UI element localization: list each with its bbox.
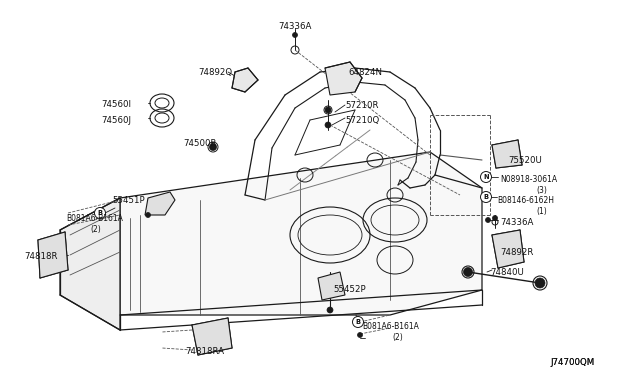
Text: 74818RA: 74818RA	[185, 347, 224, 356]
Polygon shape	[325, 62, 362, 95]
Polygon shape	[232, 68, 258, 92]
Text: (3): (3)	[536, 186, 547, 195]
Text: 57210Q: 57210Q	[345, 116, 380, 125]
Text: J74700QM: J74700QM	[551, 358, 595, 367]
Text: J74700QM: J74700QM	[551, 358, 595, 367]
Ellipse shape	[486, 218, 490, 222]
Ellipse shape	[325, 122, 331, 128]
Text: 75520U: 75520U	[508, 156, 542, 165]
Text: B: B	[483, 194, 488, 200]
Polygon shape	[318, 272, 345, 300]
Text: 74336A: 74336A	[500, 218, 533, 227]
Text: (1): (1)	[536, 207, 547, 216]
Ellipse shape	[481, 192, 492, 202]
Text: 74818R: 74818R	[24, 252, 58, 261]
Polygon shape	[120, 152, 482, 315]
Text: 74560I: 74560I	[101, 100, 131, 109]
Polygon shape	[192, 318, 232, 355]
Text: 64824N: 64824N	[348, 68, 382, 77]
Ellipse shape	[327, 307, 333, 313]
Ellipse shape	[325, 107, 331, 113]
Text: (2): (2)	[90, 225, 100, 234]
Text: 74560J: 74560J	[101, 116, 131, 125]
Text: B081A6-B161A: B081A6-B161A	[362, 322, 419, 331]
Ellipse shape	[145, 212, 150, 218]
Text: 74892R: 74892R	[500, 248, 533, 257]
Text: 74500R: 74500R	[183, 139, 216, 148]
Text: (2): (2)	[392, 333, 403, 342]
Ellipse shape	[209, 144, 216, 151]
Text: N: N	[483, 174, 489, 180]
Ellipse shape	[535, 278, 545, 288]
Text: B: B	[97, 210, 102, 216]
Text: 57210R: 57210R	[345, 101, 378, 110]
Ellipse shape	[481, 171, 492, 183]
Ellipse shape	[95, 208, 106, 218]
Text: B: B	[355, 319, 360, 325]
Polygon shape	[492, 230, 524, 268]
Polygon shape	[38, 232, 68, 278]
Ellipse shape	[463, 267, 472, 276]
Ellipse shape	[358, 333, 362, 337]
Polygon shape	[145, 192, 175, 215]
Ellipse shape	[353, 317, 364, 327]
Text: N08918-3061A: N08918-3061A	[500, 175, 557, 184]
Text: 55452P: 55452P	[333, 285, 365, 294]
Polygon shape	[60, 198, 120, 330]
Ellipse shape	[292, 32, 298, 38]
Polygon shape	[492, 140, 522, 168]
Text: B08146-6162H: B08146-6162H	[497, 196, 554, 205]
Text: 74336A: 74336A	[278, 22, 312, 31]
Ellipse shape	[493, 215, 497, 221]
Text: 74892Q: 74892Q	[198, 68, 232, 77]
Text: 74840U: 74840U	[490, 268, 524, 277]
Text: 55451P: 55451P	[112, 196, 145, 205]
Text: B081A6-B161A: B081A6-B161A	[66, 214, 123, 223]
